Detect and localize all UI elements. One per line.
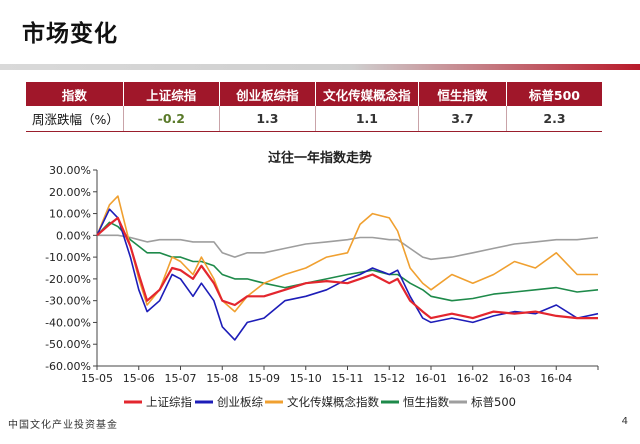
x-tick-label: 15-05	[81, 372, 113, 385]
series-line-0	[96, 216, 598, 320]
table-cell: 3.7	[418, 106, 507, 132]
x-tick-label: 15-11	[332, 372, 364, 385]
table-header-cell: 标普500	[506, 82, 602, 106]
table-cell: 1.3	[219, 106, 317, 132]
page-title: 市场变化	[22, 21, 118, 47]
x-tick-label: 16-03	[499, 372, 531, 385]
y-tick-label: 0.00%	[56, 229, 91, 242]
table-header-cell: 恒生指数	[418, 82, 507, 106]
x-tick-label: 15-12	[373, 372, 405, 385]
table-header-cell: 文化传媒概念指	[315, 82, 419, 106]
table-header-cell: 指数	[26, 82, 124, 106]
weekly-change-table: 指数 上证综指 创业板综指 文化传媒概念指 恒生指数 标普500 周涨跌幅（%）…	[26, 82, 602, 132]
table-header-cell: 上证综指	[123, 82, 220, 106]
legend-label: 上证综指	[146, 395, 192, 409]
x-tick-label: 15-07	[165, 372, 197, 385]
y-tick-label: -40.00%	[45, 316, 91, 329]
table-row-label: 周涨跌幅（%）	[26, 106, 124, 132]
y-tick-label: -30.00%	[45, 295, 91, 308]
y-tick-label: -20.00%	[45, 273, 91, 286]
table-cell: 1.1	[315, 106, 419, 132]
legend-label: 恒生指数	[403, 395, 449, 409]
table-cell: 2.3	[506, 106, 602, 132]
y-tick-label: 30.00%	[49, 164, 91, 177]
legend-label: 文化传媒概念指数	[287, 395, 379, 409]
legend-label: 创业板综	[217, 395, 263, 409]
series-line-4	[97, 234, 599, 261]
legend-label: 标普500	[471, 395, 516, 409]
chart-axes: 30.00% 20.00% 10.00% 0.00% -10.00% -20.00% -30…	[45, 164, 599, 385]
series-line-1	[96, 208, 599, 341]
x-tick-label: 15-10	[290, 372, 322, 385]
series-line-2	[96, 195, 598, 313]
x-tick-label: 16-04	[540, 372, 572, 385]
footer-logo: 中国文化产业投资基金	[8, 420, 118, 431]
chart-title: 过往一年指数走势	[267, 151, 372, 166]
y-tick-label: 20.00%	[49, 186, 91, 199]
y-tick-label: 10.00%	[49, 208, 91, 221]
x-tick-label: 15-08	[206, 372, 238, 385]
y-tick-label: -60.00%	[45, 360, 91, 373]
page-number: 4	[621, 416, 628, 427]
x-tick-label: 15-09	[248, 372, 280, 385]
y-tick-label: -50.00%	[45, 338, 91, 351]
table-cell: -0.2	[123, 106, 220, 132]
table-header-row: 指数 上证综指 创业板综指 文化传媒概念指 恒生指数 标普500	[26, 82, 602, 106]
chart-series-lines	[96, 195, 599, 341]
table-row: 周涨跌幅（%） -0.2 1.3 1.1 3.7 2.3	[26, 106, 602, 132]
table-header-cell: 创业板综指	[219, 82, 317, 106]
y-tick-label: -10.00%	[45, 251, 91, 264]
title-divider	[0, 64, 640, 70]
series-line-3	[96, 221, 599, 302]
chart-legend: 上证综指 创业板综 文化传媒概念指数 恒生指数 标普500	[124, 395, 516, 409]
x-tick-label: 15-06	[123, 372, 155, 385]
x-tick-label: 16-01	[415, 372, 447, 385]
x-tick-label: 16-02	[457, 372, 489, 385]
